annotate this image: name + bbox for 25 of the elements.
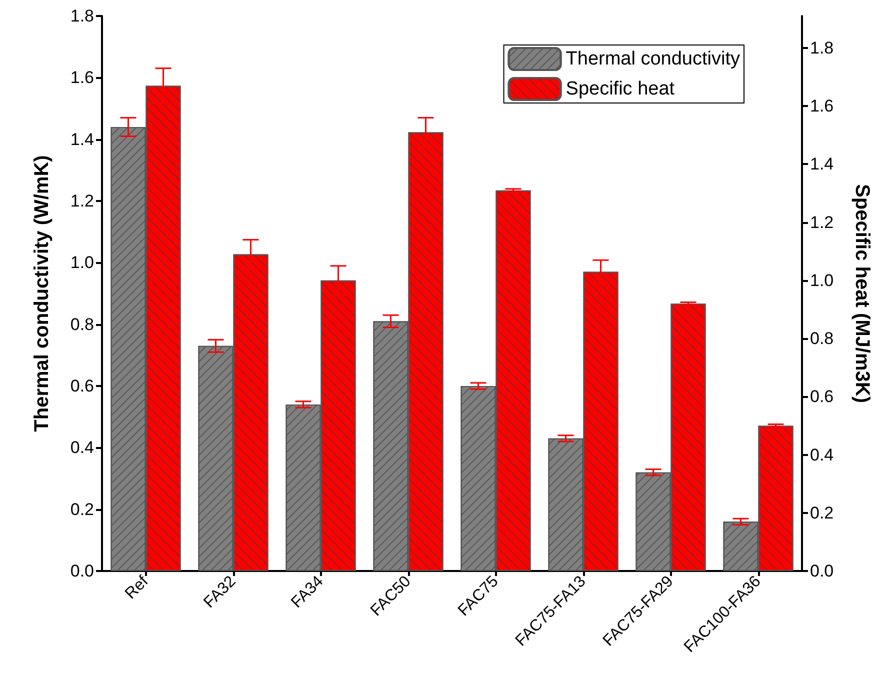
y-tick-label: 1.6	[70, 68, 94, 88]
y2-tick-label: 1.2	[810, 212, 834, 232]
legend-label: Thermal conductivity	[566, 48, 740, 70]
y2-tick-label: 0.0	[810, 562, 834, 580]
y-tick-label: 0.0	[70, 562, 94, 580]
y2-tick-label: 0.4	[810, 445, 834, 464]
y2-tick-label: 1.4	[810, 154, 834, 174]
legend-label: Specific heat	[566, 78, 676, 100]
y2-axis-title: Specific heat (MJ/m3K)	[851, 184, 873, 403]
y-axis-title: Thermal conductivity (W/mK)	[31, 155, 53, 432]
y2-tick-label: 0.6	[810, 387, 834, 406]
y-tick-label: 1.0	[70, 253, 94, 272]
y-tick-label: 1.4	[70, 130, 94, 149]
y2-tick-label: 1.8	[810, 38, 834, 58]
x-tick-label: Ref	[122, 572, 152, 603]
y-tick-label: 0.6	[70, 376, 94, 396]
y-tick-label: 0.4	[70, 438, 94, 458]
y-tick-label: 1.2	[70, 192, 94, 210]
y2-tick-label: 1.0	[810, 270, 834, 290]
y2-tick-label: 1.6	[810, 96, 834, 116]
y-tick-label: 1.8	[70, 6, 94, 26]
y-tick-label: 0.2	[70, 500, 94, 519]
y2-tick-label: 0.2	[810, 503, 834, 522]
y2-tick-label: 0.8	[810, 329, 834, 348]
y-tick-label: 0.8	[70, 314, 94, 334]
